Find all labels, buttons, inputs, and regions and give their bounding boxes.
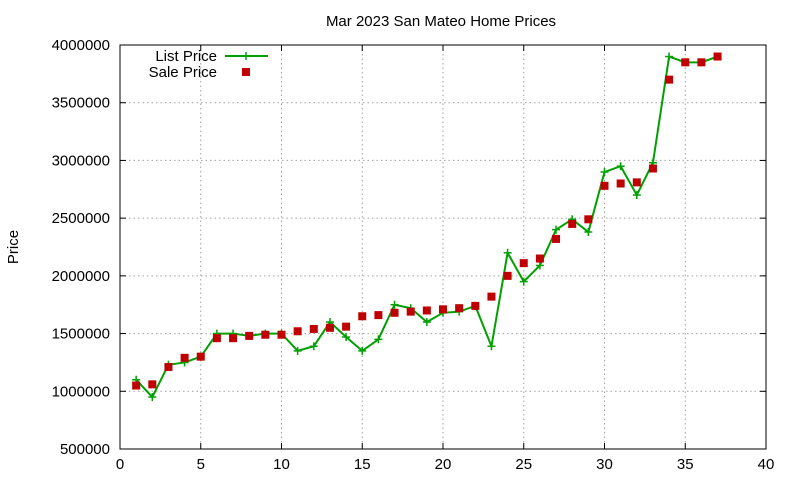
sale-price-point <box>487 292 496 301</box>
legend-swatch-square <box>242 68 250 76</box>
sale-price-point <box>148 380 157 389</box>
sale-price-point <box>358 312 367 321</box>
series-list-price <box>132 52 722 402</box>
list-price-point <box>148 393 157 402</box>
y-axis-ticks: 500000 1000000 1500000 2000000 2500000 300000… <box>52 37 766 458</box>
sale-price-point <box>455 304 464 313</box>
x-tick-label: 15 <box>354 456 371 473</box>
y-tick-label: 3500000 <box>52 95 110 112</box>
series-sale-price <box>132 52 722 390</box>
x-tick-label: 25 <box>515 456 532 473</box>
sale-price-point <box>180 353 189 362</box>
sale-price-point <box>632 178 641 187</box>
sale-price-point <box>697 58 706 67</box>
sale-price-point <box>665 75 674 84</box>
sale-price-point <box>503 271 512 280</box>
y-axis-label: Price <box>5 230 22 264</box>
sale-price-point <box>342 322 351 331</box>
sale-price-point <box>471 301 480 310</box>
sale-price-point <box>212 334 221 343</box>
sale-price-point <box>519 259 528 268</box>
list-price-point <box>552 225 561 234</box>
x-tick-label: 35 <box>677 456 694 473</box>
x-axis-ticks: 0 5 10 15 20 25 30 35 40 <box>116 45 775 473</box>
sale-price-point <box>681 58 690 67</box>
sale-price-point <box>535 254 544 263</box>
sale-price-point <box>277 330 286 339</box>
y-tick-label: 4000000 <box>52 37 110 54</box>
list-price-point <box>358 346 367 355</box>
list-price-point <box>293 346 302 355</box>
list-price-point <box>390 300 399 309</box>
sale-price-point <box>439 305 447 314</box>
list-price-point <box>600 167 609 176</box>
sale-price-point <box>568 219 577 228</box>
chart-title: Mar 2023 San Mateo Home Prices <box>326 13 556 30</box>
sale-price-point <box>325 323 334 332</box>
y-tick-label: 1500000 <box>52 326 110 343</box>
sale-price-point <box>196 352 205 361</box>
list-price-line <box>135 55 718 399</box>
list-price-point <box>632 191 641 200</box>
x-tick-label: 40 <box>758 456 775 473</box>
y-tick-label: 500000 <box>60 441 110 458</box>
list-price-point <box>422 318 431 327</box>
sale-price-point <box>552 234 561 243</box>
list-price-point <box>374 335 383 344</box>
y-tick-label: 2000000 <box>52 268 110 285</box>
legend-label: Sale Price <box>149 64 217 81</box>
sale-price-point <box>293 327 302 336</box>
x-tick-label: 0 <box>116 456 124 473</box>
list-price-point <box>503 248 512 257</box>
sale-price-point <box>164 363 173 372</box>
sale-price-point <box>374 311 383 320</box>
sale-price-point <box>261 330 270 339</box>
sale-price-point <box>600 181 609 190</box>
list-price-point <box>616 162 625 171</box>
sale-price-point <box>132 381 141 390</box>
sale-price-point <box>229 334 238 343</box>
list-price-point <box>309 342 318 351</box>
legend-swatch-marker <box>242 52 250 60</box>
sale-price-point <box>616 179 625 188</box>
series-layer <box>132 52 722 402</box>
sale-price-point <box>713 52 722 61</box>
x-tick-label: 30 <box>596 456 613 473</box>
list-price-point <box>519 277 528 286</box>
x-tick-label: 5 <box>197 456 205 473</box>
y-tick-label: 3000000 <box>52 152 110 169</box>
grid-lines <box>120 45 766 449</box>
sale-price-point <box>422 306 431 315</box>
list-price-point <box>584 227 593 236</box>
sale-price-point <box>245 331 254 340</box>
list-price-point <box>665 52 674 61</box>
y-tick-label: 2500000 <box>52 210 110 227</box>
list-price-point <box>487 342 496 351</box>
sale-price-point <box>390 308 399 317</box>
sale-price-point <box>309 324 318 333</box>
x-tick-label: 20 <box>435 456 452 473</box>
sale-price-point <box>648 164 657 173</box>
sale-price-point <box>584 215 593 224</box>
sale-price-point <box>406 307 415 316</box>
y-tick-label: 1000000 <box>52 383 110 400</box>
list-price-point <box>342 333 351 342</box>
x-tick-label: 10 <box>273 456 290 473</box>
legend-label: List Price <box>155 48 217 65</box>
list-price-point <box>535 261 544 270</box>
